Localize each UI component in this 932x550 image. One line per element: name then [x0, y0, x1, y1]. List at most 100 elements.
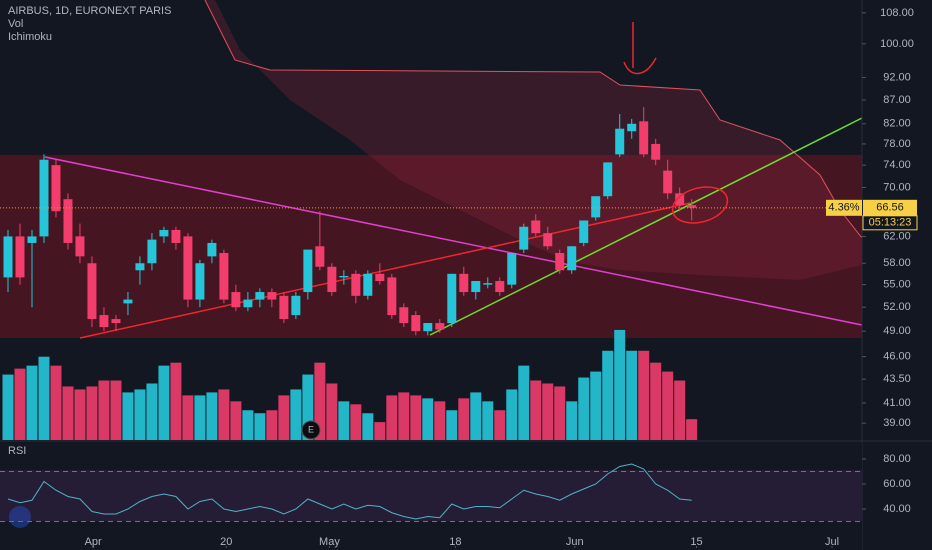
countdown: 05:13:23	[869, 217, 912, 229]
candle-body	[147, 239, 157, 264]
volume-bar	[266, 410, 278, 440]
y-tick-label: 58.00	[883, 257, 911, 269]
volume-bar	[482, 401, 494, 440]
volume-bar	[602, 350, 614, 440]
earnings-marker[interactable]	[301, 420, 321, 440]
volume-bar	[566, 401, 578, 440]
candle-body	[435, 323, 445, 330]
x-tick-label: 15	[690, 536, 702, 548]
volume-bar	[350, 404, 362, 440]
candle-body	[543, 233, 553, 247]
candle-body	[507, 252, 517, 285]
candle-body	[555, 252, 565, 271]
volume-bar	[290, 389, 302, 440]
volume-bar	[542, 383, 554, 440]
volume-bar	[662, 371, 674, 440]
earnings-label: E	[308, 424, 314, 434]
candle-body	[171, 229, 181, 243]
y-tick-label: 49.00	[883, 325, 911, 337]
rsi-line	[7, 463, 692, 520]
y-tick-label: 87.00	[883, 94, 911, 106]
candle-body	[87, 263, 97, 320]
volume-bar	[650, 362, 662, 440]
volume-bar	[494, 410, 506, 440]
volume-bar	[2, 374, 14, 440]
y-tick-label: 62.00	[883, 230, 911, 242]
change-label-box	[826, 199, 862, 216]
candle-body	[291, 295, 301, 316]
volume-bar	[50, 365, 62, 440]
candle-body	[471, 281, 481, 293]
y-tick-label: 74.00	[883, 159, 911, 171]
price-label: 66.56	[876, 202, 904, 214]
rsi-y-tick-label: 60.00	[883, 478, 911, 490]
candle-body	[459, 273, 469, 293]
candle-body	[303, 249, 313, 293]
volume-bar	[674, 380, 686, 440]
volume-bar	[278, 395, 290, 440]
volume-bar	[530, 380, 542, 440]
candle-body	[75, 236, 85, 257]
y-tick-label: 70.00	[883, 181, 911, 193]
rsi-y-tick-label: 80.00	[883, 453, 911, 465]
y-tick-label: 39.00	[883, 417, 911, 429]
candle-body	[243, 299, 253, 308]
volume-bar	[554, 386, 566, 440]
indicator-label: Vol	[8, 18, 23, 30]
volume-bar	[230, 401, 242, 440]
candle-body	[363, 273, 373, 296]
candle-body	[627, 123, 637, 132]
volume-bar	[14, 368, 26, 440]
candle-body	[447, 273, 457, 324]
volume-bar	[134, 389, 146, 440]
volume-bar	[410, 395, 422, 440]
volume-bar	[434, 401, 446, 440]
candle-body	[579, 220, 589, 243]
candle-body	[63, 199, 73, 243]
volume-bar	[686, 419, 698, 440]
y-tick-label: 55.00	[883, 279, 911, 291]
volume-bar	[470, 392, 482, 440]
volume-bar	[422, 398, 434, 440]
volume-bar	[206, 392, 218, 440]
candle-body	[315, 246, 325, 267]
x-tick-label: Jul	[825, 536, 839, 548]
candle-body	[123, 299, 133, 304]
trend-line	[44, 156, 863, 326]
volume-bar	[158, 365, 170, 440]
candle-body	[387, 277, 397, 316]
y-tick-label: 78.00	[883, 138, 911, 150]
volume-bar	[302, 374, 314, 440]
volume-bar	[86, 386, 98, 440]
candle-body	[399, 307, 409, 324]
volume-bar	[254, 413, 266, 440]
volume-bar	[458, 398, 470, 440]
volume-bar	[338, 401, 350, 440]
y-tick-label: 46.00	[883, 351, 911, 363]
volume-bar	[326, 383, 338, 440]
candle-body	[135, 263, 145, 271]
cloud-edge	[204, 0, 863, 239]
volume-bar	[374, 422, 386, 440]
volume-bar	[170, 362, 182, 440]
volume-bar	[74, 389, 86, 440]
candle-body	[183, 236, 193, 300]
candle-body	[603, 162, 613, 197]
candle-body	[651, 143, 661, 160]
volume-bar	[110, 380, 122, 440]
candle-body	[51, 165, 61, 212]
zone	[0, 155, 862, 338]
volume-bar	[242, 410, 254, 440]
candle-body	[27, 236, 37, 243]
rsi-pane	[0, 443, 862, 550]
volume-bar	[626, 350, 638, 440]
logo[interactable]	[9, 506, 31, 528]
rsi-y-tick-label: 40.00	[883, 503, 911, 515]
volume-bar	[614, 329, 626, 440]
candle-body	[663, 170, 673, 194]
candle-body	[687, 205, 697, 208]
candle-body	[279, 295, 289, 320]
rsi-title: RSI	[8, 445, 26, 457]
y-tick-label: 41.00	[883, 397, 911, 409]
